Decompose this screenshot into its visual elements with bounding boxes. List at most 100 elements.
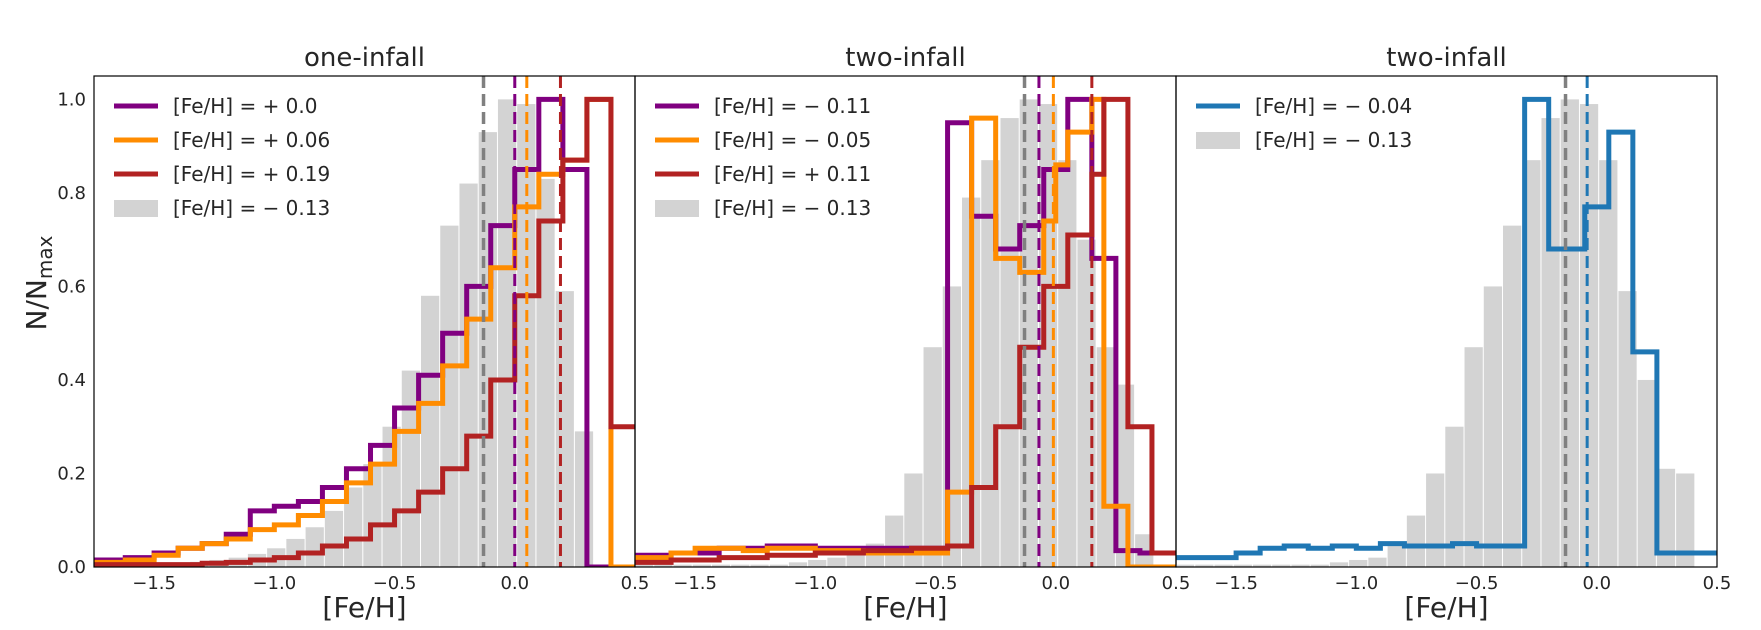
reference-bar	[654, 564, 673, 567]
legend-label: [Fe/H] = − 0.04	[1255, 94, 1412, 118]
legend: [Fe/H] = − 0.04 [Fe/H] = − 0.13	[1196, 94, 1412, 152]
reference-bar	[1676, 473, 1695, 567]
reference-bar	[1599, 160, 1618, 567]
reference-bar	[1310, 564, 1329, 567]
reference-bar	[827, 557, 846, 567]
x-axis-label: [Fe/H]	[1404, 591, 1488, 624]
legend-label: [Fe/H] = + 0.0	[173, 94, 318, 118]
y-axis-label-main: N/N	[20, 279, 53, 330]
legend: [Fe/H] = − 0.11 [Fe/H] = − 0.05 [Fe/H] = +…	[655, 94, 871, 220]
reference-bar	[1291, 564, 1310, 567]
y-axis-label: N/Nmax	[20, 235, 57, 330]
reference-bar	[421, 295, 440, 567]
reference-bar	[1349, 559, 1368, 567]
panel-title: two-infall	[1386, 43, 1506, 73]
reference-bar	[846, 552, 865, 567]
x-tick-label: −1.5	[132, 573, 176, 594]
y-tick-label: 0.4	[57, 370, 86, 391]
panel-title: two-infall	[845, 43, 965, 73]
reference-bar	[1272, 564, 1291, 567]
legend-label: [Fe/H] = − 0.13	[1255, 128, 1412, 152]
reference-bar	[1483, 286, 1503, 567]
panel-title: one-infall	[304, 43, 425, 73]
reference-bar	[497, 99, 517, 567]
y-tick-label: 0.2	[57, 463, 86, 484]
reference-bar	[731, 564, 750, 567]
reference-bar	[923, 347, 942, 567]
reference-bar	[324, 510, 344, 567]
x-tick-label: 0.0	[500, 573, 529, 594]
reference-bar	[1368, 557, 1387, 567]
legend-label: [Fe/H] = − 0.05	[714, 128, 871, 152]
reference-bar	[1637, 379, 1656, 567]
reference-bar	[1541, 118, 1560, 567]
x-tick-label: −1.0	[252, 573, 296, 594]
x-tick-label: 0.0	[1582, 573, 1611, 594]
reference-bar	[305, 527, 324, 567]
reference-bar	[904, 473, 923, 567]
x-tick-label: −0.5	[914, 573, 958, 594]
y-tick-label: 0.0	[57, 557, 86, 578]
reference-bar	[750, 564, 769, 567]
legend-label: [Fe/H] = − 0.13	[173, 196, 330, 220]
x-tick-label: −1.5	[673, 573, 717, 594]
reference-bar	[1618, 291, 1637, 567]
legend-patch-swatch	[114, 200, 158, 217]
y-tick-label: 1.0	[57, 89, 86, 110]
reference-bar	[1058, 160, 1077, 567]
reference-bar	[1176, 564, 1195, 567]
x-tick-label: −1.0	[793, 573, 837, 594]
y-axis-label-subscript: max	[33, 235, 57, 279]
reference-bar	[1115, 384, 1135, 567]
series-step-line-2	[94, 96, 635, 567]
y-tick-label: 0.6	[57, 276, 86, 297]
legend-label: [Fe/H] = − 0.11	[714, 94, 871, 118]
x-axis-label: [Fe/H]	[863, 591, 947, 624]
reference-bar	[1579, 104, 1599, 567]
legend-label: [Fe/H] = + 0.11	[714, 162, 871, 186]
reference-bar	[555, 291, 574, 567]
legend-patch-swatch	[1196, 132, 1240, 149]
legend: [Fe/H] = + 0.0 [Fe/H] = + 0.06 [Fe/H] = + …	[114, 94, 330, 220]
reference-bar	[1503, 225, 1522, 567]
x-tick-label: −0.5	[1455, 573, 1499, 594]
x-tick-label: 0.0	[1041, 573, 1070, 594]
reference-bar	[1000, 118, 1019, 567]
reference-bar	[788, 562, 808, 567]
plot-area	[94, 76, 635, 567]
reference-bar	[1656, 468, 1676, 567]
reference-bar	[673, 564, 692, 567]
series-step-line-3	[94, 96, 635, 567]
plot-area	[635, 76, 1176, 567]
x-tick-label: −1.5	[1214, 573, 1258, 594]
reference-bar	[478, 132, 497, 567]
reference-bar	[1233, 564, 1252, 567]
reference-bar	[635, 564, 654, 567]
reference-bar	[459, 183, 478, 567]
reference-bar	[808, 559, 827, 567]
x-tick-label: −0.5	[373, 573, 417, 594]
panel-3: two-infall −1.5 −1.0 −0.5 0.0 0.5 [Fe/H] [Fe/H]…	[1175, 43, 1732, 624]
legend-label: [Fe/H] = + 0.19	[173, 162, 330, 186]
x-tick-label: 0.5	[1162, 573, 1191, 594]
reference-bar	[1329, 562, 1349, 567]
reference-bar	[711, 564, 731, 567]
reference-bar	[692, 564, 711, 567]
x-tick-label: −1.0	[1334, 573, 1378, 594]
x-tick-label: 0.5	[1703, 573, 1732, 594]
series-step-line-1	[1176, 96, 1717, 561]
panel-2: two-infall −1.5 −1.0 −0.5 0.0 0.5 [Fe/H] [Fe/H]…	[634, 43, 1191, 624]
y-tick-label: 0.8	[57, 183, 86, 204]
reference-bar	[1019, 99, 1038, 567]
reference-bar	[1445, 426, 1464, 567]
panels: one-infall −1.5 −1.0 −0.5 0.0 0.5 [Fe/H] 0.0 0.2…	[57, 43, 1731, 624]
reference-bar	[401, 370, 421, 567]
legend-label: [Fe/H] = + 0.06	[173, 128, 330, 152]
reference-bar	[1387, 543, 1406, 567]
reference-bar	[1406, 515, 1426, 567]
x-axis-label: [Fe/H]	[322, 591, 406, 624]
legend-label: [Fe/H] = − 0.13	[714, 196, 871, 220]
panel-frame	[1175, 75, 1718, 568]
series-step-line-3	[635, 96, 1176, 565]
